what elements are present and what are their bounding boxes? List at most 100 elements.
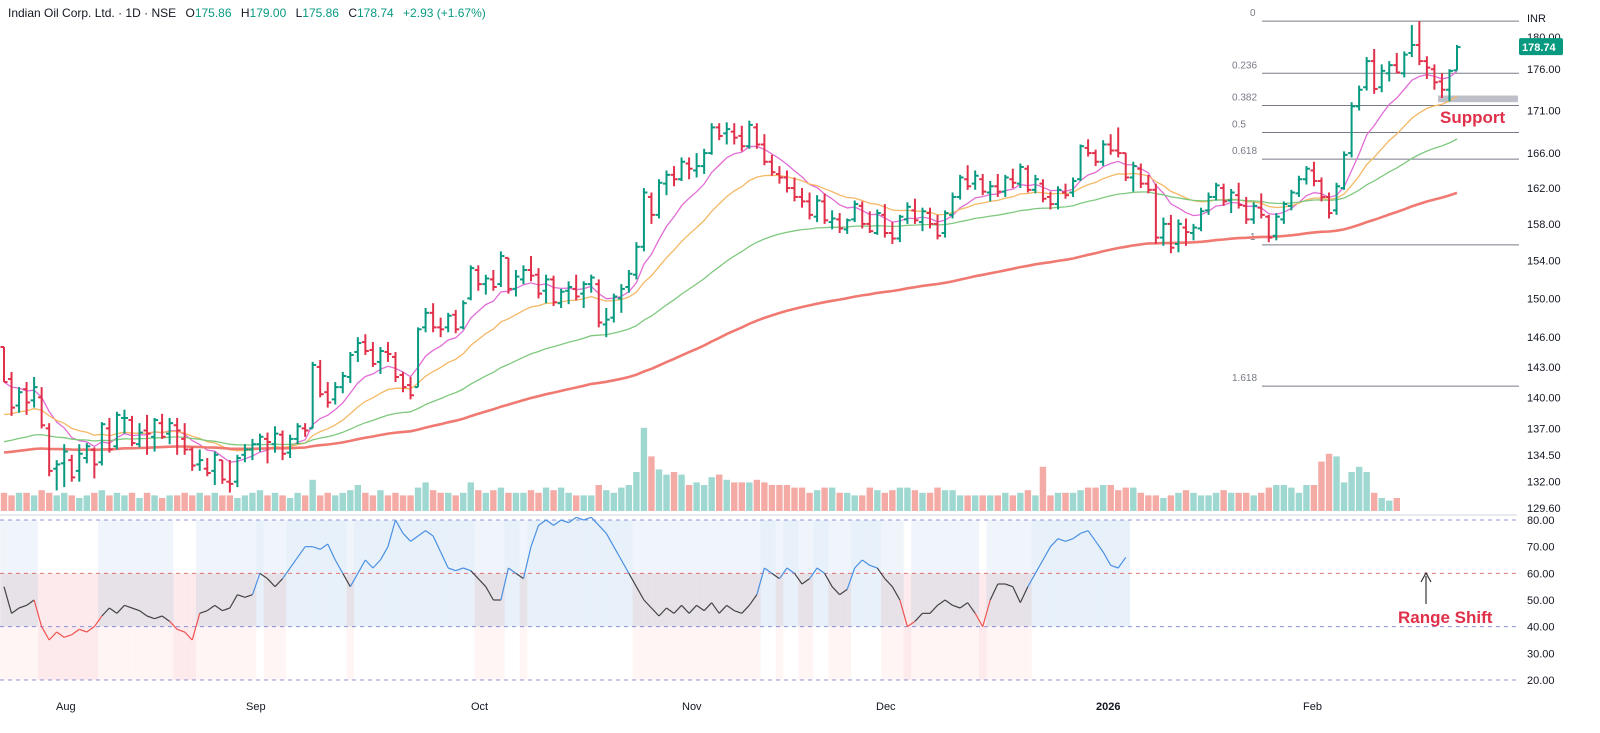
rsi-shade-lower — [828, 626, 837, 680]
volume-bar — [128, 492, 136, 511]
ohlc-bar — [745, 120, 753, 149]
volume-bar — [904, 487, 911, 511]
rsi-shade-lower — [504, 626, 513, 680]
rsi-shade-mid — [436, 573, 445, 627]
rsi-line-segment — [899, 599, 908, 627]
rsi-shade-upper — [1001, 520, 1010, 574]
rsi-shade-lower — [549, 626, 558, 680]
time-axis-label: Dec — [876, 701, 896, 713]
volume-bar — [1152, 495, 1160, 511]
rsi-shade-upper — [1061, 520, 1070, 574]
ema-9-line — [3, 70, 1458, 463]
open-label: O — [185, 6, 195, 20]
rsi-shade-mid — [218, 573, 227, 627]
rsi-shade-upper — [948, 520, 957, 574]
rsi-shade-lower — [45, 626, 54, 680]
rsi-shade-mid — [120, 573, 129, 627]
rsi-shade-upper — [369, 520, 378, 574]
rsi-shade-lower — [1076, 626, 1085, 680]
rsi-shade-lower — [707, 626, 716, 680]
rsi-shade-mid — [625, 573, 634, 627]
ohlc-bar — [640, 188, 648, 252]
rsi-line-segment — [297, 546, 306, 558]
rsi-line-segment — [575, 516, 584, 521]
rsi-shade-mid — [670, 573, 679, 627]
volume-bar — [189, 495, 196, 511]
interval-label[interactable]: 1D — [125, 6, 141, 20]
rsi-line-segment — [734, 610, 742, 614]
rsi-line-segment — [251, 573, 261, 595]
rsi-shade-mid — [828, 573, 837, 627]
ohlc-bar — [625, 270, 633, 293]
rsi-line-segment — [470, 570, 479, 580]
rsi-line-segment — [342, 573, 351, 587]
volume-bar — [979, 495, 986, 511]
rsi-axis-label: 50.00 — [1527, 595, 1555, 607]
volume-bar — [1393, 498, 1400, 511]
rsi-shade-lower — [429, 626, 438, 680]
rsi-line-segment — [206, 604, 216, 612]
rsi-line-segment — [282, 567, 291, 580]
rsi-line-segment — [79, 628, 88, 633]
rsi-shade-lower — [610, 626, 619, 680]
rsi-line-segment — [711, 602, 720, 614]
rsi-shade-lower — [369, 626, 378, 680]
rsi-line-segment — [605, 533, 615, 547]
ohlc-bar — [1348, 102, 1356, 158]
ohlc-bar — [527, 256, 535, 282]
ohlc-bar — [1220, 183, 1228, 206]
rsi-shade-lower — [241, 626, 250, 680]
rsi-shade-upper — [850, 520, 859, 574]
rsi-shade-mid — [805, 573, 814, 627]
rsi-shade-mid — [527, 573, 536, 627]
rsi-line-segment — [914, 612, 923, 622]
ohlc-bar — [1363, 57, 1371, 91]
volume-bar — [1099, 485, 1107, 511]
rsi-shade-upper — [165, 520, 174, 574]
rsi-shade-mid — [7, 573, 16, 627]
rsi-shade-lower — [926, 626, 935, 680]
rsi-shade-lower — [835, 626, 844, 680]
volume-bar — [919, 492, 926, 511]
volume-bar — [527, 490, 535, 511]
ohlc-bar — [730, 123, 738, 145]
rsi-line-segment — [538, 519, 547, 526]
rsi-shade-lower — [22, 626, 31, 680]
symbol-name[interactable]: Indian Oil Corp. Ltd. — [8, 6, 115, 20]
price-axis-label: 150.00 — [1527, 293, 1561, 305]
ohlc-bar — [1408, 25, 1416, 58]
volume-bar — [708, 477, 715, 511]
rsi-shade-upper — [15, 520, 24, 574]
rsi-shade-lower — [783, 626, 792, 680]
volume-bar — [1280, 485, 1288, 511]
ohlc-bar — [1069, 177, 1077, 197]
price-axis-label: 146.00 — [1527, 332, 1561, 344]
ohlc-bar — [1445, 69, 1453, 102]
volume-bar — [761, 482, 768, 511]
rsi-shade-mid — [1001, 573, 1010, 627]
volume-bar — [949, 490, 956, 511]
ohlc-bar — [504, 256, 512, 294]
ohlc-bar — [452, 309, 460, 334]
rsi-shade-lower — [587, 626, 596, 680]
rsi-shade-mid — [1106, 573, 1115, 627]
rsi-shade-mid — [286, 573, 295, 627]
rsi-shade-upper — [467, 520, 476, 574]
last-price-label: 178.74 — [1522, 42, 1557, 54]
rsi-shade-upper — [391, 520, 400, 574]
rsi-line-segment — [237, 594, 246, 598]
price-axis-label: 154.00 — [1527, 256, 1561, 268]
rsi-shade-mid — [512, 573, 521, 627]
rsi-shade-lower — [339, 626, 348, 680]
rsi-shade-lower — [805, 626, 814, 680]
rsi-shade-mid — [1121, 573, 1131, 627]
rsi-shade-upper — [414, 520, 423, 574]
rsi-shade-upper — [451, 520, 460, 574]
ohlc-bar — [53, 460, 61, 491]
rsi-shade-upper — [173, 520, 182, 574]
rsi-shade-mid — [993, 573, 1003, 627]
volume-bar — [813, 490, 821, 511]
rsi-shade-mid — [587, 573, 596, 627]
volume-bar — [1160, 498, 1167, 511]
